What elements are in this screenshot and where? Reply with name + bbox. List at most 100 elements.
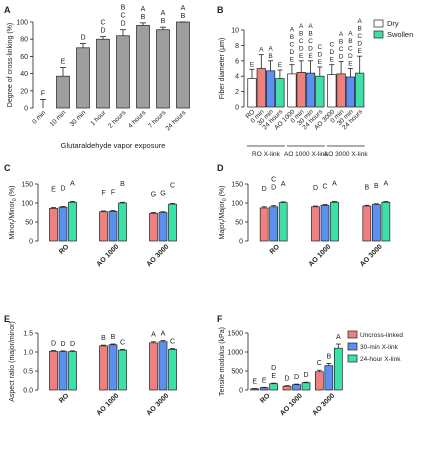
legend-label: 30-min X-link bbox=[360, 344, 399, 351]
significance-letter: A bbox=[268, 45, 273, 52]
group-label: AO 1000 X-link bbox=[284, 151, 328, 158]
significance-letter: A bbox=[161, 10, 166, 17]
legend: Uncross-linked 30-min X-link 24-hour X-lin… bbox=[347, 330, 403, 363]
bar bbox=[333, 347, 343, 391]
significance-letter: A bbox=[348, 31, 353, 38]
bar bbox=[311, 206, 320, 242]
significance-letter: C bbox=[120, 13, 125, 20]
legend-label: Uncross-linked bbox=[360, 332, 403, 339]
significance-letter: D bbox=[284, 376, 289, 383]
x-tick-label: 30 min bbox=[69, 109, 88, 128]
significance-letter: D bbox=[357, 41, 362, 48]
bar bbox=[256, 68, 266, 108]
bar bbox=[330, 201, 339, 242]
panel-letter: A bbox=[4, 5, 11, 15]
significance-letter: D bbox=[348, 53, 353, 60]
significance-letter: D bbox=[271, 185, 276, 192]
significance-letter: F bbox=[41, 90, 45, 97]
bar bbox=[314, 371, 324, 391]
x-tick-label: 0 min bbox=[31, 109, 47, 125]
significance-letter: C bbox=[329, 42, 334, 49]
bar bbox=[381, 201, 391, 242]
x-tick-label: RO bbox=[245, 108, 257, 120]
significance-letter: E bbox=[348, 61, 353, 68]
significance-letter: B bbox=[120, 181, 125, 188]
bar bbox=[305, 72, 316, 108]
bar bbox=[99, 345, 108, 391]
bar bbox=[176, 21, 190, 109]
significance-letter: A bbox=[281, 181, 286, 188]
bar bbox=[108, 211, 118, 242]
x-tick-label: AO 3000 bbox=[311, 392, 336, 417]
legend-label: 24-hour X-link bbox=[360, 356, 401, 363]
bar bbox=[269, 383, 279, 391]
group-label: AO 3000 X-link bbox=[324, 151, 368, 158]
bar bbox=[324, 365, 334, 391]
significance-letter: B bbox=[299, 30, 303, 37]
bar bbox=[168, 348, 177, 391]
y-axis-label-part: f bbox=[12, 220, 18, 222]
bar bbox=[56, 75, 70, 109]
significance-letter: B bbox=[161, 18, 166, 25]
y-axis-label: Minorf/Minor0 (%) bbox=[9, 186, 18, 240]
x-tick-label: RO bbox=[58, 392, 71, 405]
bar bbox=[292, 384, 301, 391]
significance-letter: E bbox=[358, 48, 363, 55]
bar bbox=[282, 385, 292, 391]
y-tick-label: 500 bbox=[231, 369, 243, 376]
significance-letter: A bbox=[339, 31, 344, 38]
significance-letter: E bbox=[271, 373, 276, 380]
y-tick-label: 0 bbox=[29, 239, 33, 246]
significance-letter: C bbox=[322, 184, 327, 191]
x-tick-label: AO 1000 bbox=[96, 392, 121, 417]
y-axis-label-part: (%) bbox=[9, 186, 16, 199]
significance-letter: A bbox=[70, 180, 75, 187]
bar bbox=[49, 350, 58, 391]
significance-letter: A bbox=[181, 5, 186, 12]
y-axis-label: Tensile modulus (kPa) bbox=[219, 327, 226, 396]
y-axis-label: Fiber diameter (μm) bbox=[219, 38, 226, 100]
y-tick-label: 4 bbox=[235, 74, 239, 81]
x-tick-label: AO 1000 bbox=[279, 392, 304, 417]
significance-letter: E bbox=[308, 53, 313, 60]
group-label: RO X-link bbox=[252, 151, 281, 158]
y-tick-label: 1.5 bbox=[23, 331, 33, 338]
significance-letter: B bbox=[181, 13, 186, 20]
bar bbox=[68, 201, 77, 242]
y-tick-label: 20 bbox=[20, 88, 28, 95]
significance-letter: B bbox=[121, 5, 126, 12]
significance-letter: B bbox=[308, 30, 312, 37]
bar bbox=[287, 73, 297, 108]
significance-letter: C bbox=[348, 46, 353, 53]
significance-letter: C bbox=[299, 38, 304, 45]
y-axis-label: Majorf/Major0 (%) bbox=[219, 186, 228, 240]
y-tick-label: 150 bbox=[21, 182, 33, 189]
y-tick-label: 1000 bbox=[227, 350, 243, 357]
significance-letter: B bbox=[326, 353, 331, 360]
y-tick-label: 10 bbox=[231, 28, 239, 35]
significance-letter: D bbox=[317, 51, 322, 58]
significance-letter: D bbox=[70, 341, 75, 348]
bar bbox=[296, 71, 306, 108]
y-tick-label: 1500 bbox=[227, 331, 243, 338]
y-tick-label: 1.0 bbox=[23, 350, 33, 357]
y-tick-label: 8 bbox=[235, 43, 239, 50]
bar bbox=[259, 387, 269, 391]
y-axis-label-part: 0 bbox=[222, 198, 228, 201]
y-axis-label-part: Minor bbox=[9, 221, 16, 239]
y-tick-label: 60 bbox=[20, 54, 28, 61]
legend-swatch bbox=[347, 354, 358, 363]
panel-letter: D bbox=[217, 163, 224, 173]
bar bbox=[149, 342, 158, 391]
y-axis-label-part: 0 bbox=[12, 198, 18, 201]
significance-letter: A bbox=[161, 331, 166, 338]
y-tick-label: 0 bbox=[239, 388, 243, 395]
bar bbox=[156, 29, 170, 109]
significance-letter: B bbox=[364, 184, 369, 191]
bar bbox=[320, 204, 330, 242]
